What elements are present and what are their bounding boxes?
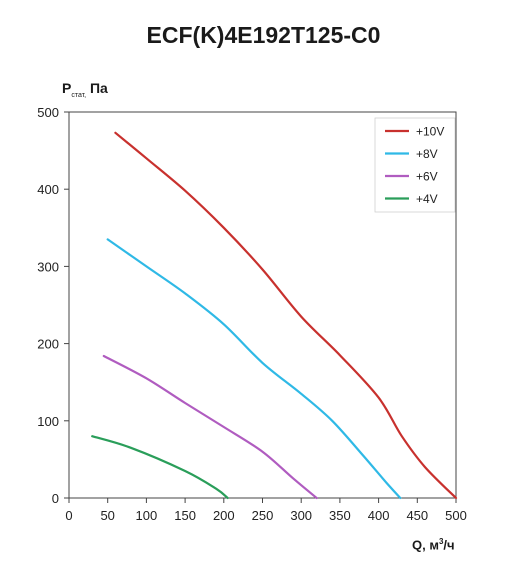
chart-series (91, 131, 458, 500)
y-axis-label-unit: Па (89, 80, 108, 96)
y-tick-label: 400 (37, 182, 59, 197)
x-axis-label: Q, м3/ч (412, 537, 455, 552)
x-axis-label-sup: 3 (438, 537, 444, 546)
x-tick-label: 300 (290, 508, 312, 523)
legend-label: +6V (416, 170, 438, 184)
y-axis-label-sub: стат, (71, 91, 87, 99)
y-tick-label: 100 (37, 414, 59, 429)
x-tick-label: 350 (329, 508, 351, 523)
x-tick-label: 200 (213, 508, 235, 523)
legend-label: +8V (416, 147, 438, 161)
series-line-6V (102, 354, 318, 500)
y-tick-label: 300 (37, 259, 59, 274)
chart-legend: +10V +8V +6V +4V (374, 117, 456, 213)
x-tick-label: 50 (100, 508, 114, 523)
chart-title: ECF(K)4E192T125-C0 (146, 22, 381, 48)
series-line-8V (106, 238, 402, 500)
x-tick-label: 250 (252, 508, 274, 523)
y-tick-label: 500 (37, 105, 59, 120)
x-tick-label: 100 (136, 508, 158, 523)
legend-label: +10V (416, 125, 444, 139)
legend-label: +4V (416, 192, 438, 206)
x-tick-label: 0 (65, 508, 72, 523)
y-tick-label: 0 (52, 491, 59, 506)
series-line-4V (91, 435, 229, 500)
legend-box (374, 117, 456, 213)
x-axis-label-main: Q, м (412, 537, 439, 553)
chart-ticks: 0 50 100 150 200 250 300 350 400 450 500 0 100 200 300… (37, 105, 467, 523)
x-tick-label: 400 (368, 508, 390, 523)
x-tick-label: 500 (445, 508, 467, 523)
x-tick-label: 150 (174, 508, 196, 523)
y-axis-label: Pстат, Па (62, 80, 108, 99)
y-axis-label-main: P (62, 80, 72, 96)
y-tick-label: 200 (37, 337, 59, 352)
x-axis-label-unit: /ч (443, 537, 455, 553)
x-tick-label: 450 (406, 508, 428, 523)
series-line-10V (114, 131, 458, 500)
